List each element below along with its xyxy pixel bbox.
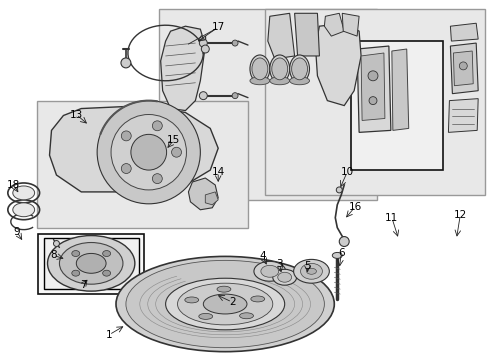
Ellipse shape	[131, 134, 166, 170]
Ellipse shape	[339, 237, 348, 247]
Ellipse shape	[260, 265, 278, 277]
Ellipse shape	[336, 187, 342, 193]
Ellipse shape	[126, 260, 324, 348]
Ellipse shape	[269, 77, 289, 85]
Polygon shape	[43, 238, 139, 289]
Ellipse shape	[97, 100, 200, 204]
Polygon shape	[360, 53, 384, 121]
Ellipse shape	[203, 294, 246, 314]
Text: 16: 16	[348, 202, 361, 212]
Text: 17: 17	[211, 22, 224, 32]
Ellipse shape	[193, 284, 217, 300]
Ellipse shape	[368, 96, 376, 105]
Text: 5: 5	[304, 261, 310, 271]
Ellipse shape	[13, 203, 35, 217]
Polygon shape	[452, 51, 472, 86]
Ellipse shape	[102, 270, 110, 276]
Polygon shape	[158, 9, 376, 200]
Ellipse shape	[199, 92, 207, 100]
Text: 15: 15	[166, 135, 180, 145]
Polygon shape	[188, 178, 218, 210]
Text: 14: 14	[211, 167, 224, 177]
Ellipse shape	[72, 251, 80, 257]
Ellipse shape	[199, 39, 207, 47]
Ellipse shape	[53, 240, 60, 247]
Ellipse shape	[121, 131, 131, 141]
Text: 9: 9	[14, 226, 20, 237]
Polygon shape	[294, 13, 319, 56]
Text: 13: 13	[70, 109, 83, 120]
Ellipse shape	[60, 243, 122, 284]
Polygon shape	[324, 13, 344, 36]
Ellipse shape	[165, 278, 284, 330]
Polygon shape	[391, 49, 408, 130]
Ellipse shape	[232, 40, 238, 46]
Polygon shape	[449, 43, 477, 94]
Polygon shape	[38, 234, 143, 294]
Ellipse shape	[121, 58, 131, 68]
Text: 3: 3	[276, 259, 283, 269]
Ellipse shape	[177, 283, 272, 325]
Text: 11: 11	[385, 213, 398, 223]
Polygon shape	[49, 105, 218, 192]
Ellipse shape	[251, 58, 267, 80]
Ellipse shape	[293, 260, 328, 283]
Ellipse shape	[76, 253, 106, 273]
Polygon shape	[447, 99, 477, 132]
Ellipse shape	[201, 45, 209, 53]
Text: 2: 2	[228, 297, 235, 307]
Ellipse shape	[232, 93, 238, 99]
Text: 7: 7	[80, 280, 86, 290]
Ellipse shape	[289, 55, 309, 83]
Ellipse shape	[72, 270, 80, 276]
Ellipse shape	[13, 186, 35, 200]
Ellipse shape	[47, 235, 135, 291]
Ellipse shape	[367, 71, 377, 81]
Ellipse shape	[152, 174, 162, 184]
Polygon shape	[267, 13, 294, 59]
Polygon shape	[315, 23, 360, 105]
Ellipse shape	[249, 55, 269, 83]
Text: 4: 4	[259, 251, 265, 261]
Text: 1: 1	[105, 330, 112, 340]
Text: 6: 6	[337, 248, 344, 258]
Ellipse shape	[291, 58, 307, 80]
Ellipse shape	[272, 269, 296, 285]
Ellipse shape	[253, 261, 285, 281]
Text: 18: 18	[7, 180, 20, 190]
Ellipse shape	[102, 251, 110, 257]
Ellipse shape	[116, 256, 334, 352]
Polygon shape	[342, 13, 358, 36]
Ellipse shape	[111, 114, 186, 190]
Polygon shape	[205, 192, 218, 205]
Ellipse shape	[306, 268, 316, 274]
Polygon shape	[37, 100, 247, 228]
Ellipse shape	[152, 121, 162, 131]
Ellipse shape	[199, 314, 212, 319]
Ellipse shape	[289, 77, 309, 85]
Ellipse shape	[121, 163, 131, 174]
Polygon shape	[161, 26, 205, 111]
Text: 12: 12	[453, 210, 466, 220]
Text: 8: 8	[50, 251, 57, 260]
Ellipse shape	[332, 252, 342, 258]
Ellipse shape	[171, 147, 181, 157]
Ellipse shape	[271, 58, 287, 80]
Ellipse shape	[249, 77, 269, 85]
Text: 10: 10	[340, 167, 353, 177]
Polygon shape	[264, 9, 484, 195]
Ellipse shape	[458, 62, 467, 70]
Ellipse shape	[250, 296, 264, 302]
Ellipse shape	[239, 313, 253, 319]
Polygon shape	[356, 46, 390, 132]
Ellipse shape	[277, 272, 291, 282]
Polygon shape	[449, 23, 477, 41]
Ellipse shape	[300, 264, 322, 279]
Ellipse shape	[217, 286, 230, 292]
Polygon shape	[350, 41, 443, 170]
Ellipse shape	[184, 297, 198, 303]
Ellipse shape	[269, 55, 289, 83]
